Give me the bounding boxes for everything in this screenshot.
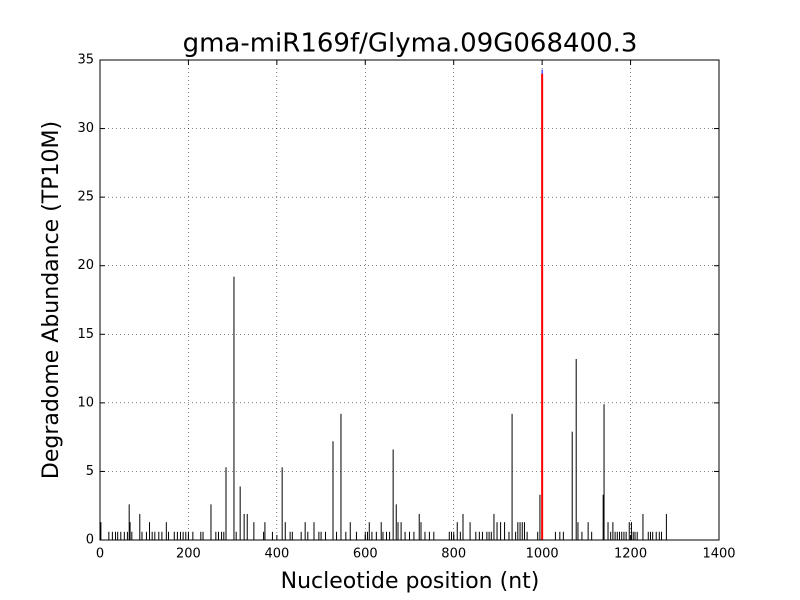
y-tick-label: 15 (77, 327, 94, 342)
x-tick-label: 1000 (526, 547, 559, 562)
x-tick-label: 200 (176, 547, 201, 562)
chart-title: gma-miR169f/Glyma.09G068400.3 (183, 29, 638, 59)
x-tick-label: 0 (96, 547, 104, 562)
y-tick-label: 20 (77, 258, 94, 273)
x-axis-label: Nucleotide position (nt) (281, 569, 540, 594)
y-tick-label: 5 (86, 464, 94, 479)
y-tick-label: 25 (77, 190, 94, 205)
y-tick-label: 30 (77, 121, 94, 136)
x-tick-label: 400 (264, 547, 289, 562)
plot-frame (99, 59, 720, 541)
y-tick-label: 0 (86, 533, 94, 548)
y-tick-label: 35 (77, 53, 94, 68)
x-tick-label: 1400 (702, 547, 735, 562)
x-tick-label: 600 (353, 547, 378, 562)
y-tick-label: 10 (77, 395, 94, 410)
x-tick-label: 1200 (614, 547, 647, 562)
y-axis-label: Degradome Abundance (TP10M) (39, 121, 64, 479)
x-tick-label: 800 (441, 547, 466, 562)
